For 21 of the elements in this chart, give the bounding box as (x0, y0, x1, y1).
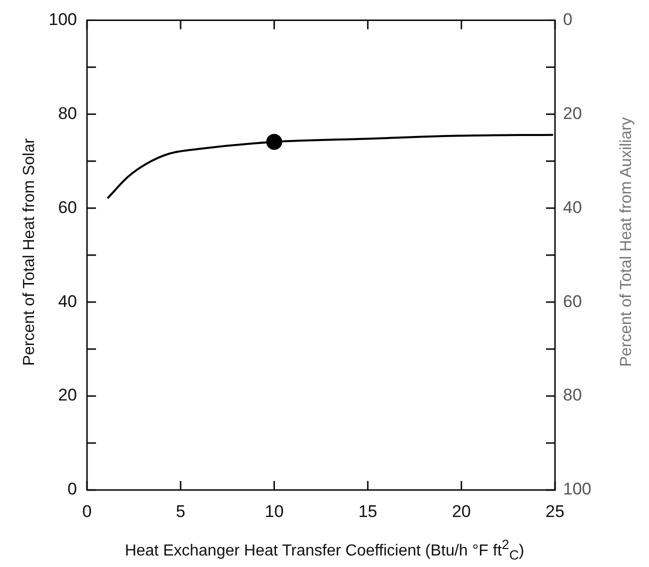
y-tick-label: 20 (58, 386, 77, 405)
y2-axis-title: Percent of Total Heat from Auxiliary (618, 117, 636, 367)
y-tick-label: 80 (58, 104, 77, 123)
y-tick-label: 60 (58, 198, 77, 217)
x-tick-label: 10 (264, 502, 284, 521)
y-tick-label: 0 (68, 480, 77, 499)
x-tick-label: 0 (82, 502, 92, 521)
y-tick-label: 40 (58, 292, 77, 311)
y2-tick-label: 100 (563, 480, 592, 499)
y-axis-title: Percent of Total Heat from Solar (21, 138, 39, 366)
x-tick-label: 20 (452, 502, 471, 521)
x-tick-label: 25 (546, 502, 564, 521)
x-tick-label: 15 (358, 502, 378, 521)
x-axis-title: Heat Exchanger Heat Transfer Coefficient (Btu/h °F ft$^{2}$$_{C}$) (124, 537, 526, 563)
y2-tick-label: 40 (563, 198, 582, 217)
y2-tick-label: 80 (563, 386, 582, 405)
y-tick-label: 100 (48, 10, 77, 29)
x-tick-label: 5 (176, 502, 186, 521)
y2-tick-label: 0 (563, 10, 572, 29)
y2-tick-label: 60 (563, 292, 582, 311)
y2-tick-label: 20 (563, 104, 582, 123)
